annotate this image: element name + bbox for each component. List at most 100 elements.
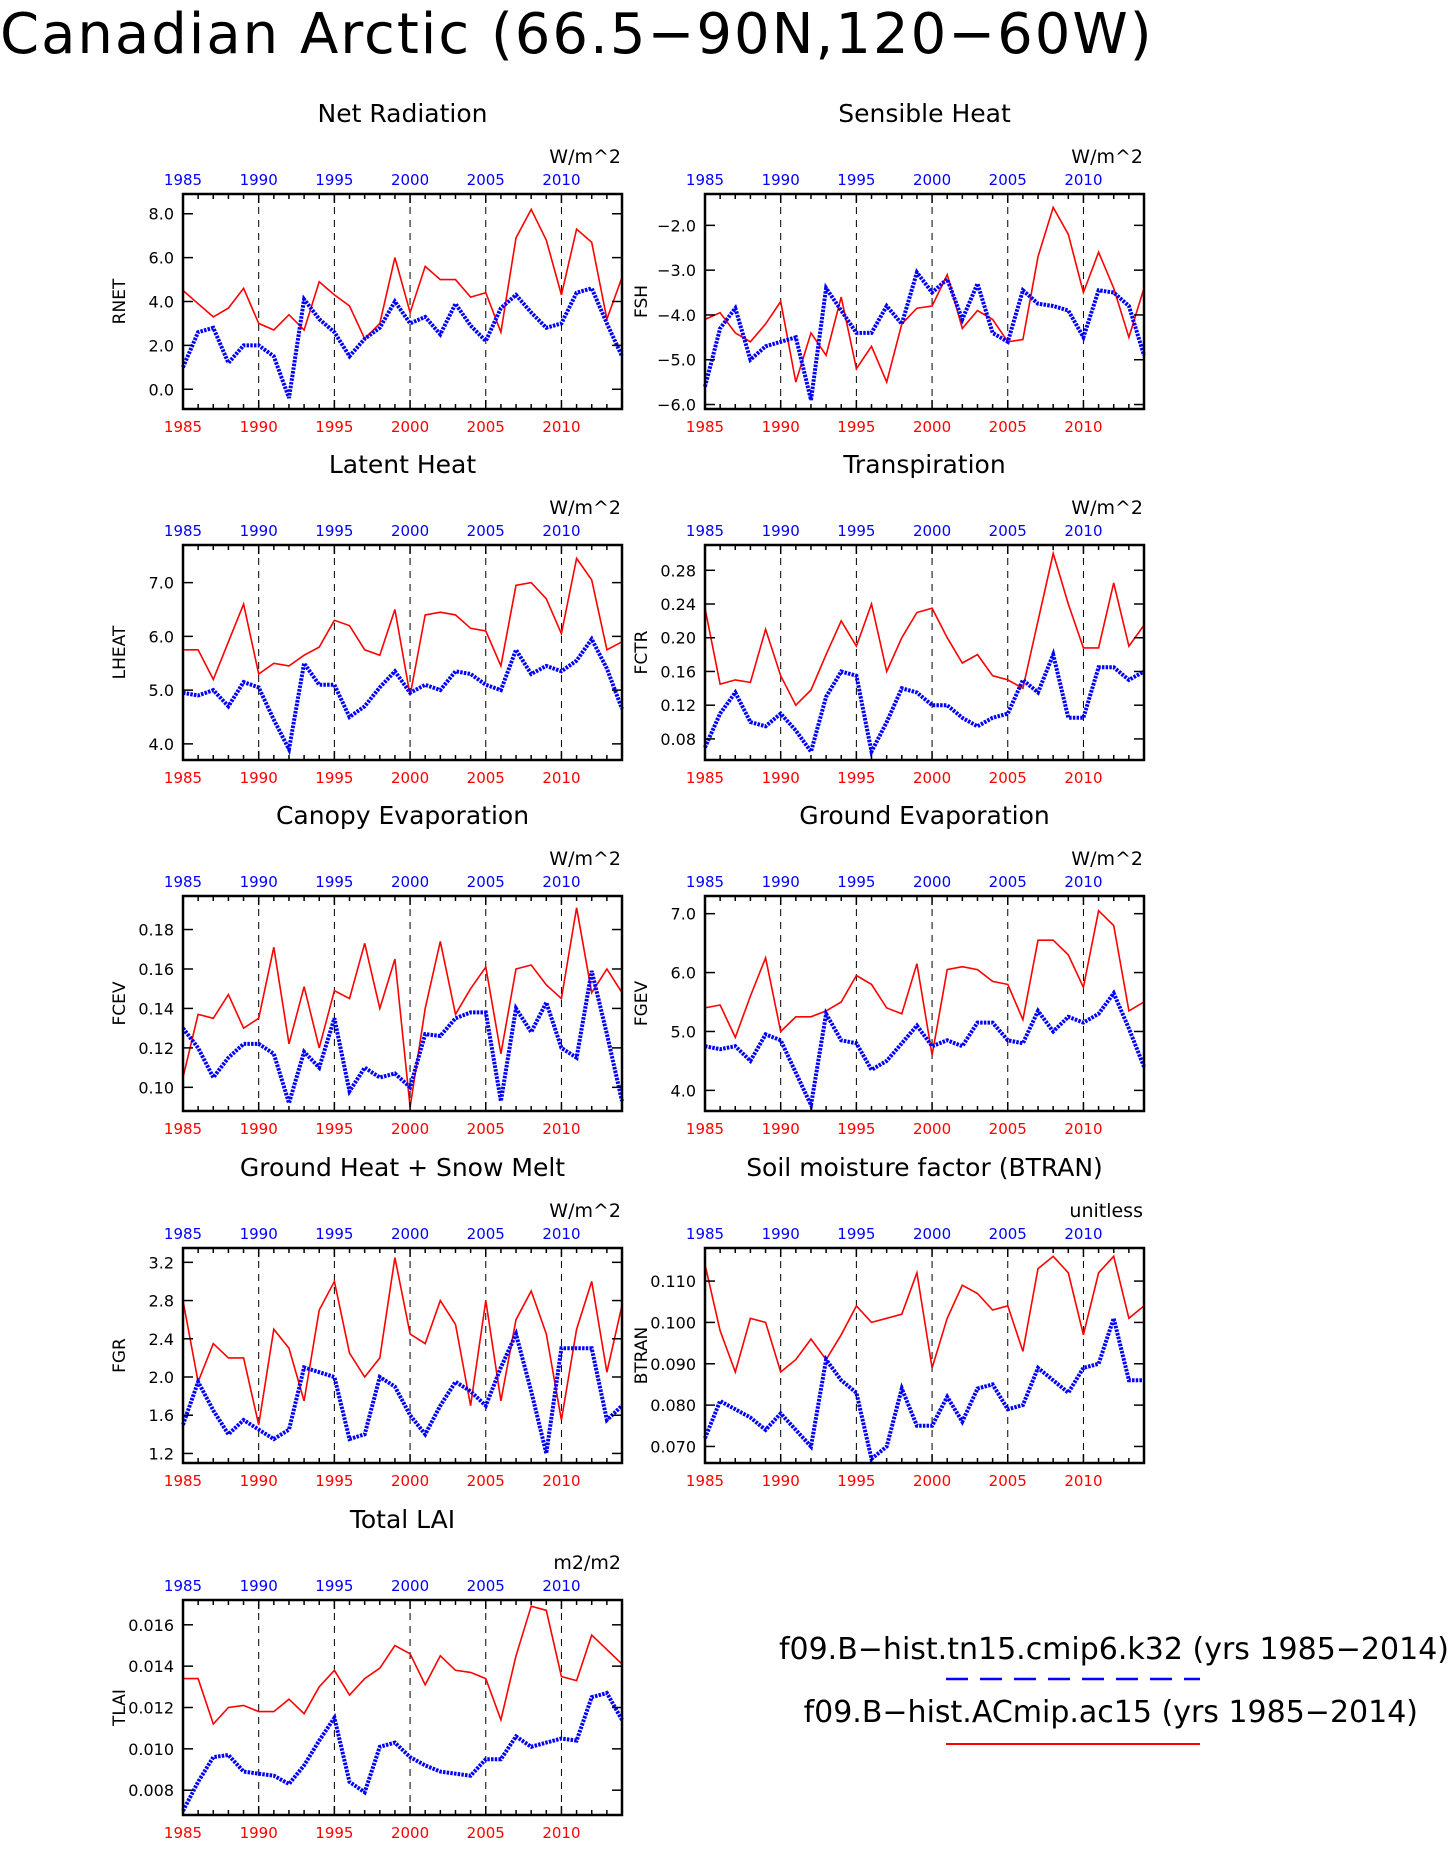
y-tick-label: 0.10 — [138, 1078, 174, 1097]
chart-panel-6: Ground Evaporation W/m^2 FGEV 1985 1985 1990 1… — [632, 801, 1146, 1138]
y-tick-label: 4.0 — [671, 1081, 696, 1100]
x-tick-label-top: 2000 — [391, 873, 429, 891]
blue-series-line — [703, 1311, 1144, 1463]
panel-title: Ground Heat + Snow Melt — [240, 1153, 565, 1182]
y-tick-label: 0.080 — [650, 1396, 696, 1415]
x-tick-label-bottom: 2010 — [1064, 418, 1102, 436]
x-tick-label-bottom: 2010 — [542, 1472, 580, 1490]
x-tick-label-bottom: 1985 — [686, 418, 724, 436]
x-tick-label-bottom: 2005 — [467, 418, 505, 436]
y-tick-label: 0.28 — [660, 561, 696, 580]
plot-frame — [703, 894, 1146, 1113]
y-axis-label: TLAI — [110, 1689, 130, 1727]
x-tick-label-bottom: 2000 — [391, 418, 429, 436]
y-tick-label: −4.0 — [657, 306, 696, 325]
y-tick-label: 0.12 — [660, 696, 696, 715]
blue-series-line — [181, 1690, 624, 1812]
x-tick-label-bottom: 2005 — [467, 1120, 505, 1138]
red-series-line — [183, 1605, 623, 1726]
x-tick-label-top: 1995 — [315, 1577, 353, 1595]
x-tick-label-bottom: 1985 — [164, 1472, 202, 1490]
x-tick-label-top: 2000 — [913, 522, 951, 540]
chart-panel-9: Total LAI m2/m2 TLAI 1985 1985 1990 1990 1995 19… — [110, 1505, 624, 1842]
y-axis-label: LHEAT — [110, 625, 130, 679]
units-label: W/m^2 — [1071, 497, 1143, 519]
x-tick-label-top: 1995 — [837, 1225, 875, 1243]
red-series-line — [182, 907, 623, 1108]
x-tick-label-top: 2005 — [467, 522, 505, 540]
x-tick-label-bottom: 1995 — [315, 769, 353, 787]
units-label: W/m^2 — [1071, 848, 1143, 870]
red-series-line — [704, 205, 1145, 385]
y-tick-label: −3.0 — [657, 261, 696, 280]
y-tick-label: 0.014 — [128, 1657, 174, 1676]
x-tick-label-bottom: 1985 — [164, 1824, 202, 1842]
x-tick-label-bottom: 2010 — [1064, 1472, 1102, 1490]
y-tick-label: 0.070 — [650, 1437, 696, 1456]
x-tick-label-bottom: 2000 — [391, 1472, 429, 1490]
y-tick-label: 0.010 — [128, 1740, 174, 1759]
y-tick-label: 1.6 — [149, 1406, 174, 1425]
x-tick-label-top: 1985 — [164, 522, 202, 540]
x-tick-label-top: 2010 — [1064, 873, 1102, 891]
x-tick-label-bottom: 2005 — [989, 1472, 1027, 1490]
x-tick-label-top: 2010 — [542, 1225, 580, 1243]
y-tick-label: 5.0 — [149, 681, 174, 700]
x-tick-label-top: 1990 — [240, 1225, 278, 1243]
x-tick-label-top: 2000 — [913, 1225, 951, 1243]
x-tick-label-bottom: 2010 — [1064, 1120, 1102, 1138]
y-axis-label: RNET — [110, 278, 130, 324]
y-tick-label: 0.14 — [138, 999, 174, 1018]
panel-title: Sensible Heat — [838, 99, 1011, 128]
x-tick-label-top: 1995 — [315, 873, 353, 891]
units-label: W/m^2 — [549, 146, 621, 168]
x-tick-label-bottom: 2000 — [913, 1120, 951, 1138]
x-tick-label-top: 2005 — [467, 1577, 505, 1595]
x-tick-label-top: 1995 — [837, 171, 875, 189]
x-tick-label-top: 1990 — [762, 873, 800, 891]
x-tick-label-bottom: 1990 — [240, 1120, 278, 1138]
x-tick-label-bottom: 1990 — [240, 769, 278, 787]
y-tick-label: 5.0 — [671, 1022, 696, 1041]
x-tick-label-top: 2005 — [989, 1225, 1027, 1243]
x-tick-label-bottom: 2005 — [989, 769, 1027, 787]
y-axis-label: FGEV — [632, 980, 652, 1026]
x-tick-label-top: 1990 — [240, 522, 278, 540]
panel-title: Soil moisture factor (BTRAN) — [746, 1153, 1103, 1182]
x-tick-label-bottom: 1985 — [686, 1472, 724, 1490]
y-tick-label: 0.18 — [138, 921, 174, 940]
x-tick-label-bottom: 2005 — [467, 1824, 505, 1842]
panel-title: Total LAI — [349, 1505, 455, 1534]
chart-panel-1: Net Radiation W/m^2 RNET 1985 1985 1990 1990 19… — [110, 99, 624, 436]
blue-series-line — [181, 970, 624, 1111]
y-tick-label: 6.0 — [149, 249, 174, 268]
x-tick-label-bottom: 1990 — [762, 1472, 800, 1490]
y-tick-label: 0.110 — [650, 1272, 696, 1291]
y-tick-label: 0.16 — [660, 662, 696, 681]
y-tick-label: 6.0 — [149, 627, 174, 646]
y-tick-label: 4.0 — [149, 735, 174, 754]
x-tick-label-top: 1985 — [164, 171, 202, 189]
y-tick-label: 0.0 — [149, 380, 174, 399]
x-tick-label-bottom: 2010 — [1064, 769, 1102, 787]
chart-panel-5: Canopy Evaporation W/m^2 FCEV 1985 1985 1990 1… — [110, 801, 624, 1138]
y-tick-label: 0.12 — [138, 1039, 174, 1058]
x-tick-label-bottom: 2005 — [989, 418, 1027, 436]
x-tick-label-bottom: 1990 — [762, 1120, 800, 1138]
red-series-line — [704, 909, 1145, 1056]
x-tick-label-top: 1995 — [315, 522, 353, 540]
x-tick-label-top: 1990 — [240, 873, 278, 891]
x-tick-label-bottom: 2010 — [542, 769, 580, 787]
x-tick-label-top: 1985 — [686, 522, 724, 540]
x-tick-label-top: 2010 — [1064, 522, 1102, 540]
panel-title: Ground Evaporation — [799, 801, 1049, 830]
x-tick-label-top: 1985 — [164, 1577, 202, 1595]
y-tick-label: 0.012 — [128, 1699, 174, 1718]
chart-panel-2: Sensible Heat W/m^2 FSH 1985 1985 1990 1990 199… — [632, 99, 1146, 436]
y-tick-label: 0.08 — [660, 730, 696, 749]
x-tick-label-bottom: 1995 — [837, 418, 875, 436]
x-tick-label-top: 2005 — [467, 873, 505, 891]
x-tick-label-bottom: 2005 — [467, 769, 505, 787]
y-tick-label: 2.0 — [149, 336, 174, 355]
x-tick-label-top: 2000 — [391, 1225, 429, 1243]
